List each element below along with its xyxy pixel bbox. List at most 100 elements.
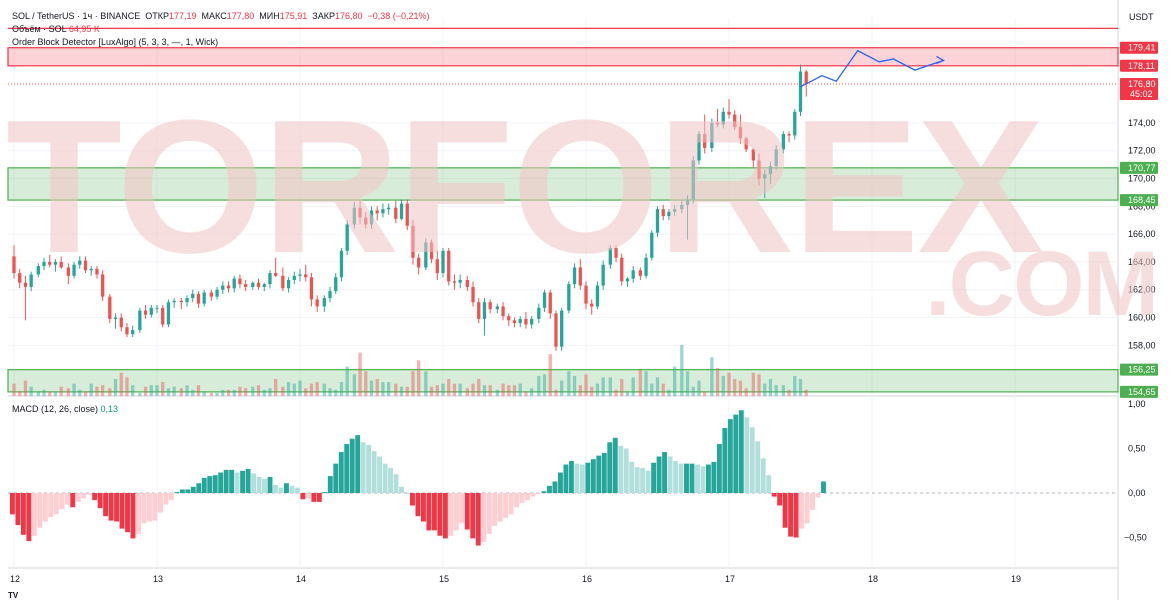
macd-histogram-bar [393,474,399,493]
macd-axis-tick: 0,00 [1128,488,1146,498]
candle-body [458,280,462,283]
volume-bar [155,385,159,396]
volume-bar [620,378,624,396]
macd-histogram-bar [552,481,558,493]
volume-bar [281,386,285,396]
macd-histogram-bar [185,489,191,493]
macd-histogram-bar [152,493,158,521]
macd-axis-tick: 1,00 [1128,399,1146,409]
candle-body [631,270,635,279]
ohlc-open-value: 177,19 [169,11,197,21]
volume-bar [262,389,266,396]
macd-histogram-bar [618,445,624,493]
candle-body [763,174,767,179]
macd-label[interactable]: MACD (12, 26, close) [12,404,99,414]
volume-bar [715,368,720,396]
macd-histogram-bar [284,483,289,493]
candle-body [108,296,112,319]
candle-body [196,293,201,304]
candle-body [244,284,248,287]
volume-bar [381,382,385,396]
bearish-order-block [7,47,1119,67]
candle-body [59,261,63,268]
macd-histogram-bar [168,493,174,501]
macd-histogram-bar [733,414,739,493]
macd-histogram-bar [749,427,755,493]
volume-bar [29,386,33,396]
volume-bar [614,389,618,396]
volume-bar [131,385,135,396]
volume-bar [710,357,714,396]
volume-bar [268,388,272,396]
macd-histogram-bar [404,493,410,494]
time-axis-tick: 13 [153,574,163,584]
macd-histogram-bar [782,493,788,528]
time-axis-tick: 16 [582,574,592,584]
ohlc-high-value: 177,80 [226,11,255,21]
candle-body [42,261,46,267]
candle-body [375,210,379,214]
price-label-green [1120,385,1158,398]
volume-bar [774,385,778,396]
candle-body [48,261,52,265]
volume-bar [435,385,439,396]
volume-bar [161,382,165,396]
volume-bar [138,392,142,396]
macd-histogram-bar [344,444,350,493]
volume-bar [256,385,261,396]
macd-histogram-bar [601,452,607,493]
macd-histogram-bar [662,452,668,493]
macd-histogram-bar [634,467,640,493]
candle-body [488,302,492,310]
price-label-text: 178,11 [1128,61,1155,71]
volume-label[interactable]: Объём · SOL [12,24,67,34]
price-label-text: 179,41 [1128,43,1156,53]
macd-histogram-bar [503,493,509,518]
candle-body [804,71,808,85]
candle-body [202,292,206,304]
volume-bar [339,382,344,396]
volume-bar [655,377,660,396]
volume-bar [358,352,362,396]
macd-histogram-bar [174,492,180,494]
volume-bar [524,391,528,396]
candle-body [405,203,409,226]
macd-histogram-bar [273,484,278,493]
candle-body [339,250,344,278]
macd-histogram-bar [722,428,728,493]
macd-histogram-bar [766,475,772,493]
symbol-line[interactable]: SOL / TetherUS · 1ч · BINANCE [12,11,141,21]
candle-body [149,307,153,315]
volume-bar [309,383,314,396]
candle-body [12,256,16,274]
candle-body [345,224,349,251]
macd-histogram-bar [684,463,689,493]
tradingview-logo[interactable]: TV [8,591,19,600]
indicator-label[interactable]: Order Block Detector [LuxAlgo] (5, 3, 3,… [12,37,219,47]
candle-body [429,242,434,260]
macd-histogram-bar [536,493,541,494]
candle-body [101,274,105,297]
indicator-header[interactable]: Order Block Detector [LuxAlgo] (5, 3, 3,… [12,37,218,47]
macd-histogram-bar [755,441,761,493]
macd-histogram-bar [119,493,125,529]
macd-histogram-bar [327,476,333,493]
volume-bar [578,385,582,396]
ohlc-low-label: МИН [259,11,280,21]
candle-body [572,267,577,285]
volume-bar [209,392,213,396]
macd-histogram-bar [486,493,492,534]
candle-body [298,274,302,276]
candle-body [590,303,594,307]
macd-histogram-bar [481,493,487,542]
volume-bar [793,375,797,396]
macd-histogram-bar [125,493,130,533]
volume-bar [166,388,171,396]
candle-body [530,318,534,325]
volume-bar [36,391,40,396]
volume-bar [595,383,600,396]
candle-body [172,300,176,303]
volume-bar [530,388,534,396]
time-axis-tick: 12 [10,574,20,584]
